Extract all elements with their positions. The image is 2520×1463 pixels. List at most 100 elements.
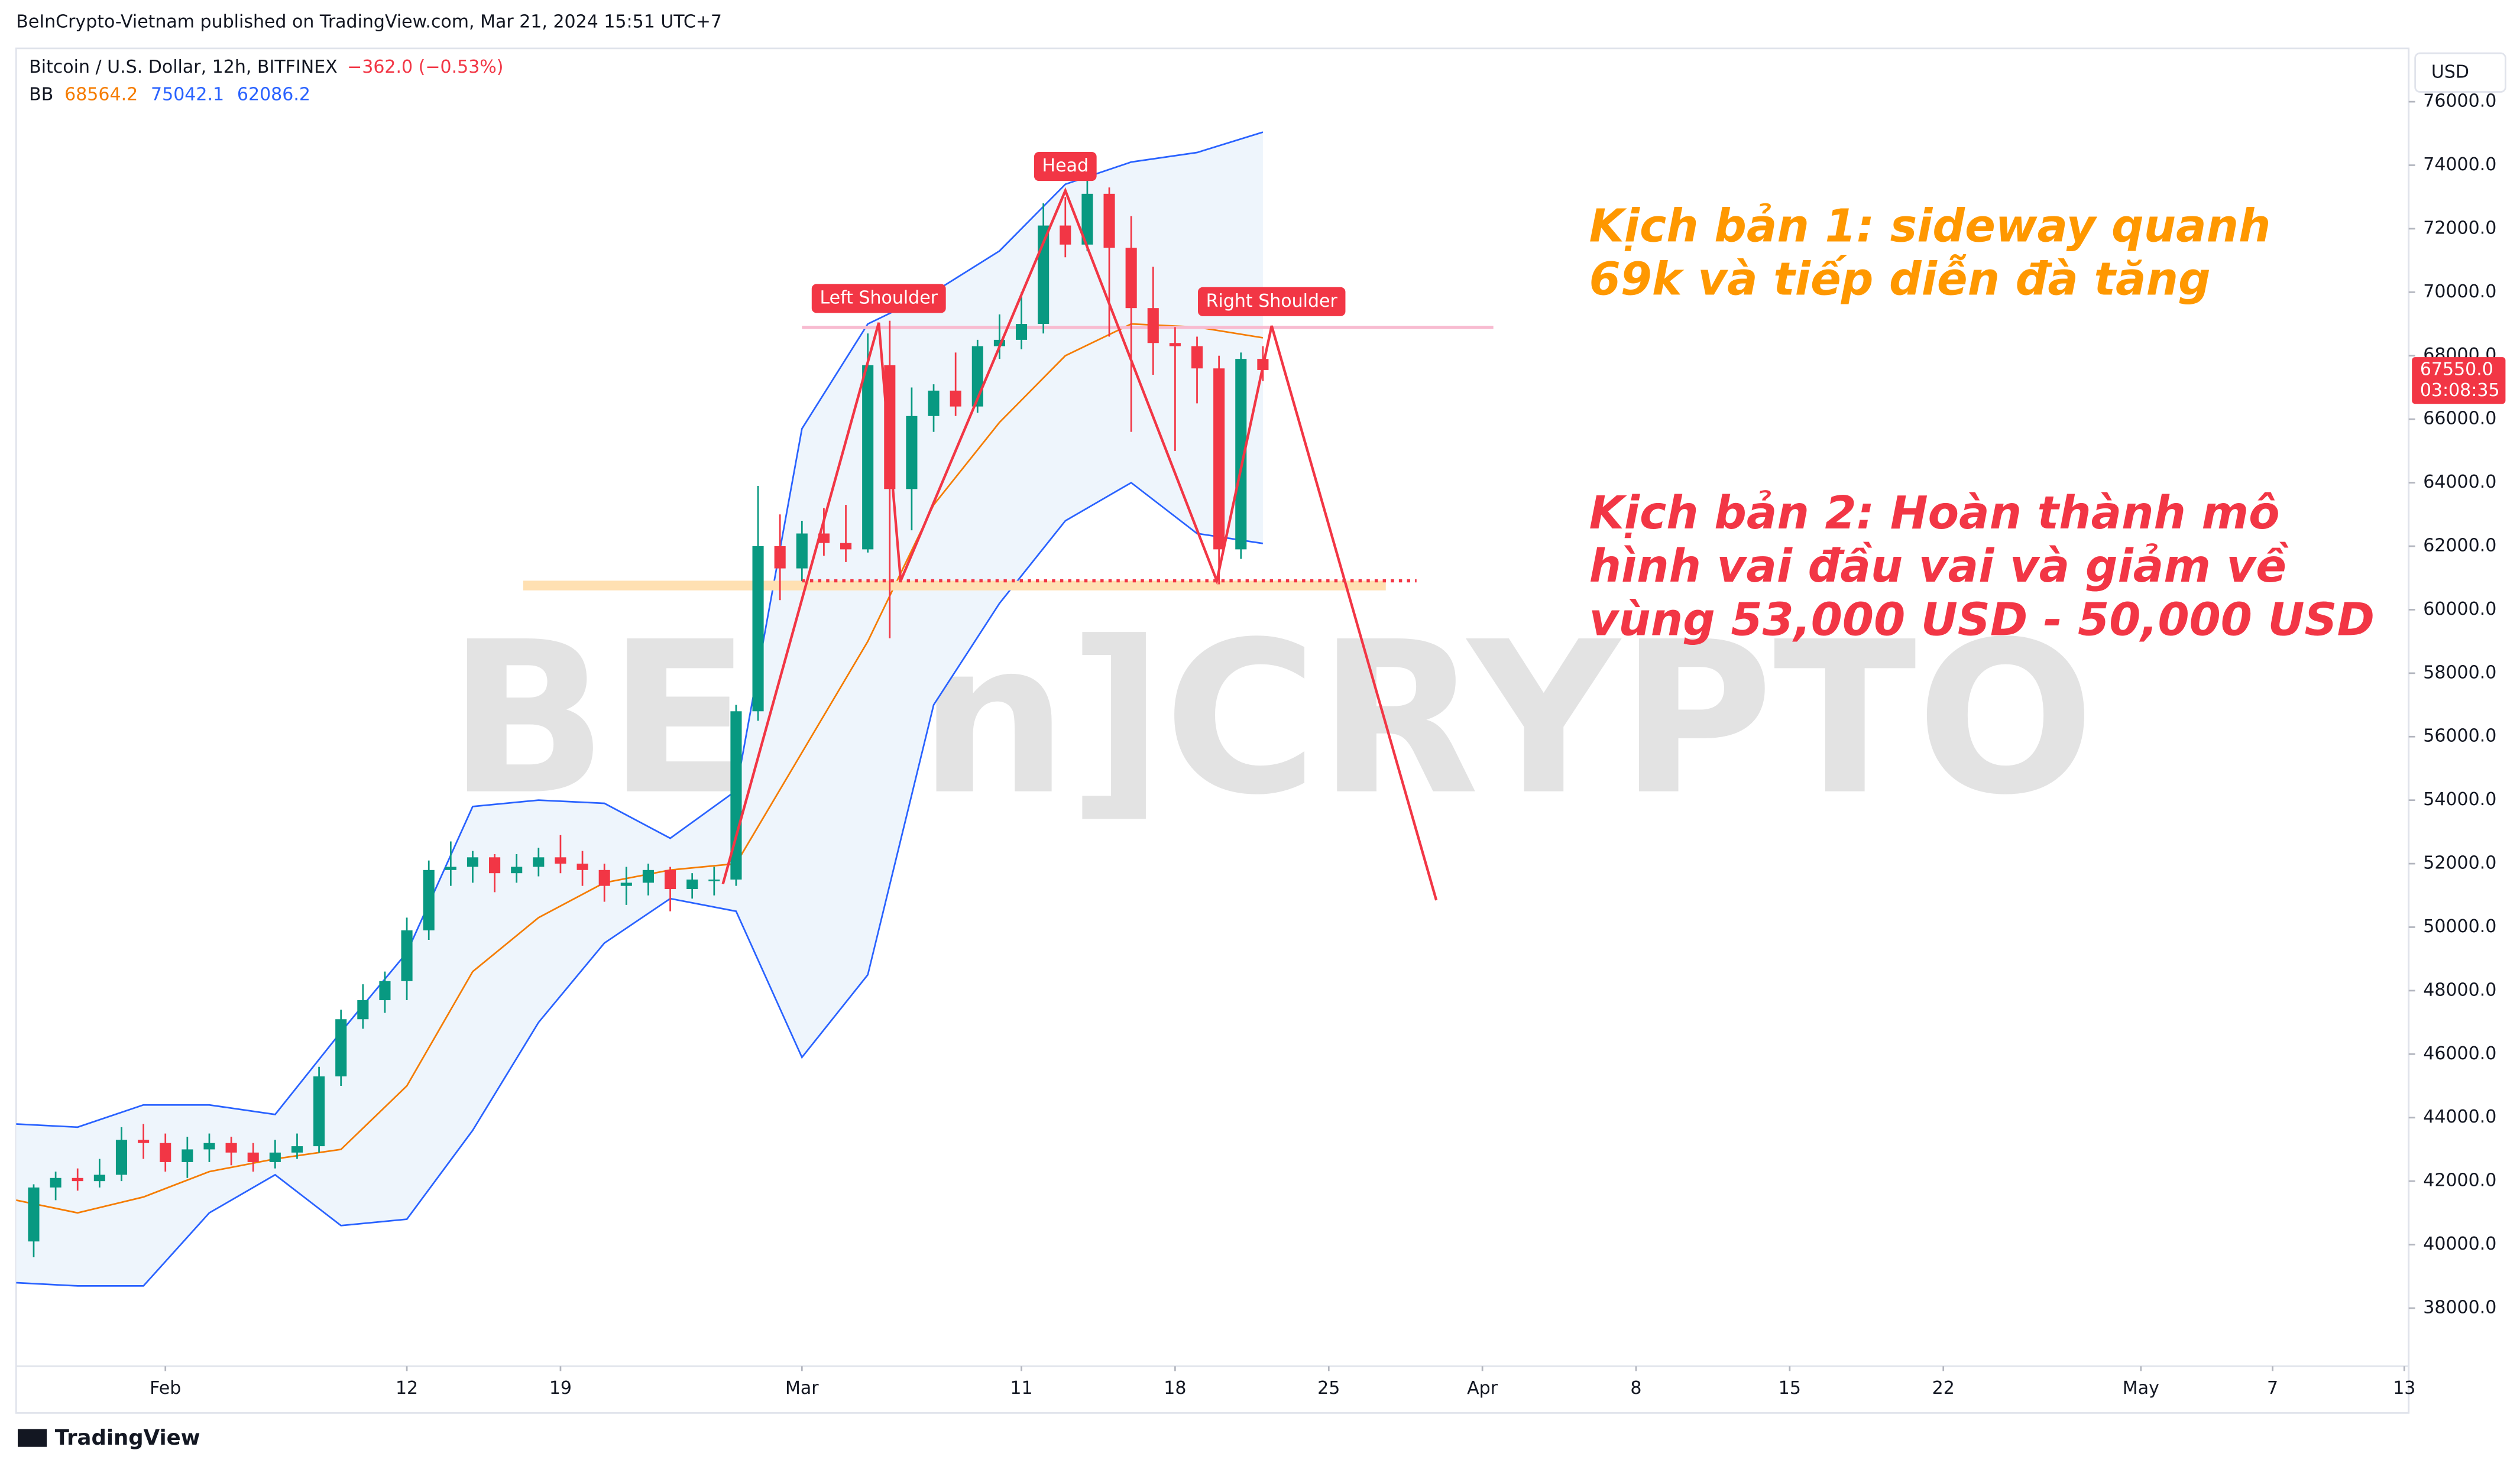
y-tick-label: 46000.0 (2423, 1043, 2496, 1064)
candle-body (730, 711, 742, 880)
candle-body (665, 870, 676, 890)
candle-body (138, 1140, 150, 1143)
price-countdown: 03:08:35 (2420, 380, 2500, 401)
x-tick-label: 7 (2267, 1378, 2278, 1399)
pattern-label-box (811, 284, 946, 313)
x-tick-label: 22 (1932, 1378, 1955, 1399)
price-change: −362.0 (−0.53%) (347, 57, 503, 77)
y-tick-label: 62000.0 (2423, 536, 2496, 556)
x-tick-label: 25 (1317, 1378, 1340, 1399)
plot-area (16, 131, 1494, 1287)
candle-body (1081, 193, 1093, 245)
price-label-box (2412, 357, 2506, 404)
y-tick-label: 58000.0 (2423, 662, 2496, 683)
candle-body (818, 533, 830, 543)
pattern-label-box (1034, 151, 1097, 181)
bb-line (16, 131, 1264, 1128)
x-tick-label: 15 (1779, 1378, 1801, 1399)
footer-brand: TradingView (55, 1426, 200, 1450)
candle-body (576, 864, 588, 870)
candle-body (950, 390, 961, 407)
candle-body (533, 857, 545, 867)
candle-body (160, 1143, 171, 1162)
y-tick-label: 74000.0 (2423, 154, 2496, 175)
y-tick-label: 66000.0 (2423, 408, 2496, 429)
candle-body (642, 870, 654, 883)
candle-body (928, 390, 940, 416)
price-label: 67550.0 (2420, 359, 2493, 379)
x-tick-label: Mar (785, 1378, 819, 1399)
candle-body (489, 857, 501, 874)
candle-body (291, 1146, 303, 1153)
candle-body (247, 1152, 259, 1162)
y-tick-label: 38000.0 (2423, 1297, 2496, 1318)
pattern-line (721, 187, 1438, 901)
y-tick-label: 60000.0 (2423, 599, 2496, 619)
candle-body (620, 883, 632, 886)
candle-body (1213, 368, 1225, 550)
candle-body (796, 533, 808, 569)
candle-body (774, 546, 786, 569)
candle-body (72, 1177, 83, 1182)
y-tick-label: 50000.0 (2423, 916, 2496, 937)
x-tick-label: 11 (1010, 1378, 1032, 1399)
symbol: Bitcoin / U.S. Dollar, 12h, BITFINEX (29, 57, 338, 77)
candle-body (467, 857, 479, 867)
candle-body (993, 339, 1005, 346)
x-tick-label: 19 (549, 1378, 572, 1399)
candle-body (906, 416, 918, 489)
pattern-label-box (1198, 287, 1346, 316)
candle-body (862, 365, 874, 550)
candle-body (708, 879, 720, 881)
bb-legend-value: 62086.2 (237, 84, 310, 105)
currency[interactable]: USD (2431, 61, 2469, 82)
candle-body (1015, 324, 1028, 340)
candle-body (511, 867, 523, 874)
brand-logo (18, 1429, 47, 1447)
candle-body (686, 879, 698, 890)
x-tick-label: May (2123, 1378, 2159, 1399)
bb-line (16, 481, 1264, 1287)
candle-body (379, 981, 391, 1001)
bb-background (16, 132, 1263, 1286)
candle-body (884, 365, 896, 489)
candle-body (423, 870, 435, 930)
pattern-label: Head (1042, 155, 1089, 176)
bb-legend-value: 68564.2 (64, 84, 138, 105)
candle-body (93, 1175, 105, 1182)
candle-body (445, 867, 456, 870)
scenario-text: 69k và tiếp diễn đà tăng (1589, 254, 2211, 306)
x-tick-label: Apr (1467, 1378, 1498, 1399)
candle-body (28, 1187, 40, 1242)
x-tick-label: 8 (1630, 1378, 1641, 1399)
candle-body (1147, 308, 1159, 343)
x-tick-label: 13 (2393, 1378, 2415, 1399)
candle-body (840, 543, 852, 550)
y-tick-label: 56000.0 (2423, 726, 2496, 747)
candle-body (313, 1076, 325, 1147)
scenario-text: vùng 53,000 USD - 50,000 USD (1589, 593, 2375, 646)
y-tick-label: 44000.0 (2423, 1107, 2496, 1127)
candle-body (335, 1019, 347, 1076)
candle-body (555, 857, 566, 864)
y-tick-label: 64000.0 (2423, 472, 2496, 492)
candle-body (1191, 346, 1203, 369)
scenario-text: Kịch bản 2: Hoàn thành mô (1589, 487, 2280, 540)
candle-body (401, 930, 413, 981)
candle-body (50, 1177, 61, 1188)
x-tick-label: Feb (150, 1378, 181, 1399)
candle-body (1060, 225, 1071, 245)
currency-button[interactable] (2414, 52, 2506, 93)
pattern-label: Right Shoulder (1206, 291, 1338, 312)
candle-body (1235, 359, 1247, 550)
candle-body (203, 1143, 215, 1150)
y-tick-label: 54000.0 (2423, 789, 2496, 810)
bb-line (16, 323, 1264, 1214)
bb-legend-value: 75042.1 (151, 84, 224, 105)
y-tick-label: 40000.0 (2423, 1234, 2496, 1254)
candle-body (269, 1152, 281, 1162)
candle-body (357, 1000, 369, 1020)
candle-body (752, 546, 764, 712)
